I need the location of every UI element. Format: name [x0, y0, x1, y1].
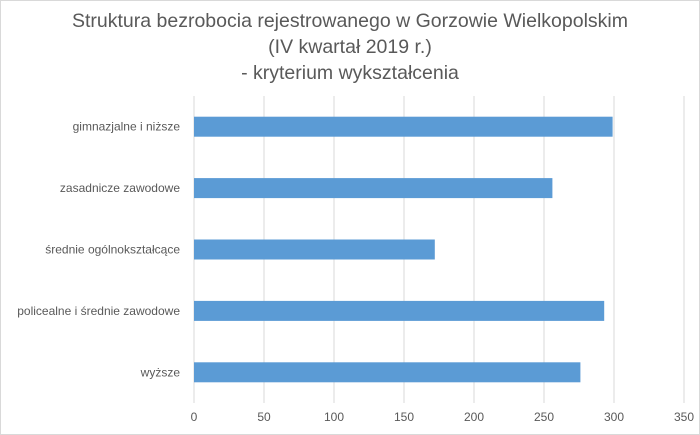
x-tick-label-150: 150 — [394, 410, 414, 424]
chart-title-line-1: Struktura bezrobocia rejestrowanego w Go… — [72, 10, 628, 32]
category-label-4: policealne i średnie zawodowe — [17, 304, 180, 318]
x-tick-label-200: 200 — [464, 410, 484, 424]
x-tick-label-100: 100 — [324, 410, 344, 424]
chart-title-line-2: (IV kwartał 2019 r.) — [268, 36, 432, 58]
category-label-5: wyższe — [140, 365, 181, 379]
x-tick-label-300: 300 — [604, 410, 624, 424]
x-tick-label-250: 250 — [534, 410, 554, 424]
bar-3[interactable] — [194, 239, 435, 260]
category-label-3: średnie ogólnokształcące — [45, 243, 180, 257]
category-label-2: zasadnicze zawodowe — [60, 181, 180, 195]
bar-2[interactable] — [194, 178, 553, 199]
bar-4[interactable] — [194, 300, 605, 321]
chart-title: Struktura bezrobocia rejestrowanego w Go… — [0, 8, 700, 86]
bar-1[interactable] — [194, 116, 613, 137]
chart-title-line-3: - kryterium wykształcenia — [241, 62, 459, 84]
x-tick-label-0: 0 — [191, 410, 198, 424]
bar-5[interactable] — [194, 362, 581, 383]
x-tick-label-50: 50 — [257, 410, 271, 424]
category-label-1: gimnazjalne i niższe — [73, 120, 181, 134]
x-tick-label-350: 350 — [674, 410, 694, 424]
